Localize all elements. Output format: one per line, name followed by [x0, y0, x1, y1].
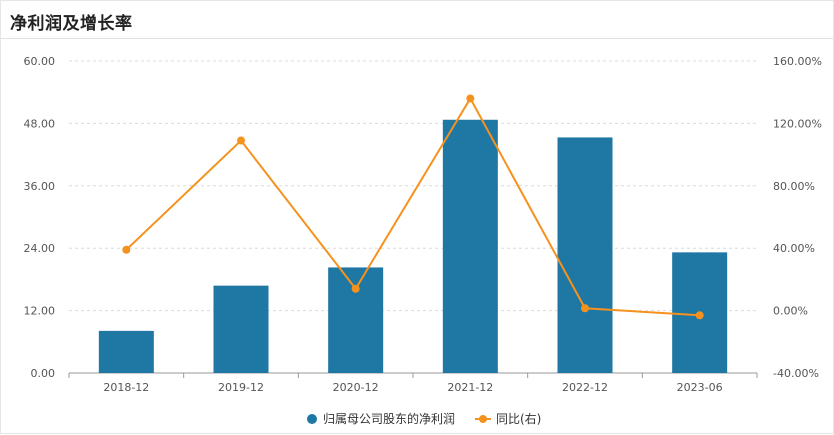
legend-bar-label: 归属母公司股东的净利润 [323, 411, 455, 426]
y-right-tick-label: 0.00% [773, 305, 808, 318]
y-left-tick-label: 24.00 [24, 242, 56, 255]
bar [98, 330, 154, 373]
y-right-tick-label: 80.00% [773, 180, 815, 193]
growth-point [581, 304, 589, 313]
x-tick-label: 2022-12 [562, 381, 608, 394]
y-left-tick-label: 0.00 [31, 367, 56, 380]
growth-point [695, 311, 704, 320]
x-tick-label: 2023-06 [677, 381, 723, 394]
y-right-tick-label: 40.00% [773, 242, 815, 255]
legend-bar-swatch [307, 414, 317, 424]
growth-point [466, 94, 475, 103]
y-left-tick-label: 48.00 [24, 117, 56, 130]
bar [557, 137, 613, 373]
y-left-tick-label: 36.00 [24, 180, 56, 193]
bar [442, 119, 498, 373]
growth-point [122, 245, 131, 254]
x-tick-label: 2019-12 [218, 381, 264, 394]
x-tick-label: 2018-12 [103, 381, 149, 394]
x-tick-label: 2020-12 [333, 381, 379, 394]
y-right-tick-label: 120.00% [773, 117, 822, 130]
bar [328, 267, 384, 373]
growth-point [237, 136, 245, 145]
legend-line-label: 同比(右) [496, 411, 541, 426]
y-left-tick-label: 60.00 [24, 55, 56, 68]
x-tick-label: 2021-12 [447, 381, 493, 394]
chart-title: 净利润及增长率 [10, 14, 133, 34]
bar [213, 285, 269, 373]
growth-point [351, 284, 360, 293]
y-right-tick-label: -40.00% [773, 367, 819, 380]
y-right-tick-label: 160.00% [773, 55, 822, 68]
y-left-tick-label: 12.00 [24, 305, 56, 318]
growth-line [125, 96, 700, 317]
chart-header: 净利润及增长率 [1, 1, 833, 39]
legend-line-marker [479, 415, 487, 423]
